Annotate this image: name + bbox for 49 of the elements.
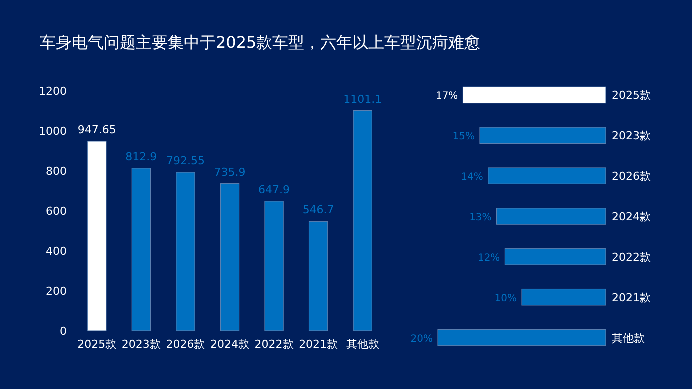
bar	[438, 329, 606, 346]
bar	[176, 172, 196, 332]
data-label: 1101.1	[344, 92, 382, 106]
bar	[132, 168, 152, 332]
data-label: 947.65	[78, 123, 116, 136]
y-tick-label: 2024款	[612, 210, 651, 224]
data-label: 10%	[494, 293, 517, 304]
bar	[264, 201, 284, 332]
x-tick-label: 2024款	[210, 338, 250, 351]
y-tick-label: 2023款	[612, 130, 651, 143]
data-label: 14%	[461, 172, 484, 184]
x-tick-label: 2021款	[299, 338, 338, 351]
data-label: 15%	[452, 132, 475, 143]
y-tick-label: 1200	[39, 85, 67, 98]
data-label: 12%	[478, 252, 500, 264]
x-tick-label: 2022款	[254, 338, 294, 351]
y-tick-label: 2025款	[612, 89, 651, 102]
chart-title: 车身电气问题主要集中于2025款车型，六年以上车型沉疴难愈	[40, 33, 481, 52]
bar	[308, 221, 328, 332]
x-tick-label: 其他款	[346, 338, 380, 351]
y-tick-label: 1000	[39, 125, 67, 138]
y-tick-label: 2022款	[612, 250, 651, 264]
bar	[504, 248, 606, 266]
bar	[480, 127, 606, 144]
data-label: 546.7	[302, 204, 334, 217]
x-tick-label: 2025款	[78, 338, 117, 351]
data-label: 792.55	[166, 154, 205, 168]
x-tick-label: 2026款	[166, 338, 206, 351]
y-tick-label: 200	[46, 285, 67, 298]
data-label: 647.9	[258, 183, 290, 196]
y-tick-label: 600	[46, 205, 67, 218]
bar	[353, 110, 372, 332]
data-label: 20%	[410, 334, 433, 345]
x-tick-label: 2023款	[122, 338, 161, 351]
y-tick-label: 400	[46, 245, 67, 258]
data-label: 812.9	[126, 150, 158, 164]
y-tick-label: 2026款	[612, 170, 651, 184]
bar	[88, 141, 107, 332]
y-tick-label: 2021款	[612, 291, 651, 304]
bar	[462, 86, 606, 104]
data-label: 13%	[470, 212, 492, 224]
bar	[220, 184, 240, 332]
data-label: 17%	[436, 91, 458, 102]
bar	[522, 288, 606, 306]
y-tick-label: 0	[60, 325, 67, 338]
data-label: 735.9	[214, 166, 246, 179]
bar	[496, 208, 606, 225]
bar	[488, 168, 606, 184]
y-tick-label: 800	[46, 165, 67, 178]
